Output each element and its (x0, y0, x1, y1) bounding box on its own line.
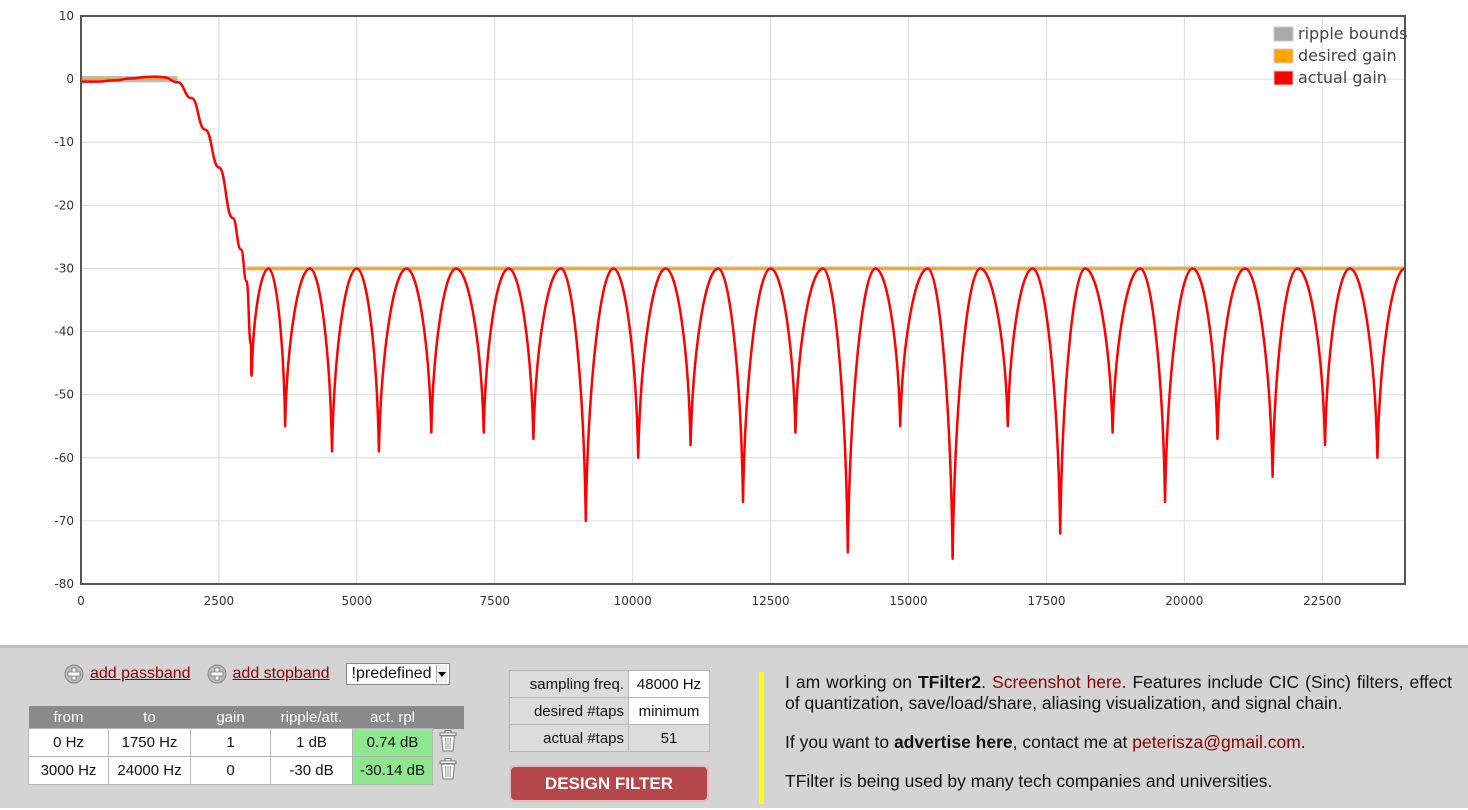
bands-header-row: from to gain ripple/att. act. rpl (28, 706, 464, 729)
col-from: from (28, 706, 109, 729)
x-tick-label: 0 (77, 594, 85, 608)
plot-frame (80, 15, 1406, 585)
band-act-rpl-cell: 0.74 dB (352, 728, 433, 757)
y-tick-label: -50 (54, 388, 74, 402)
band-from-cell[interactable]: 0 Hz (28, 728, 109, 757)
actual-taps-label: actual #taps (509, 724, 629, 752)
add-stopband-link[interactable]: add stopband (232, 665, 330, 682)
filter-params-table: sampling freq. 48000 Hz desired #taps mi… (509, 670, 710, 752)
desired-taps-input[interactable]: minimum (628, 697, 710, 725)
sampling-freq-label: sampling freq. (509, 670, 629, 698)
y-tick-label: -40 (54, 325, 74, 339)
actual-taps-row: actual #taps 51 (509, 724, 710, 752)
sampling-freq-input[interactable]: 48000 Hz (628, 670, 710, 698)
x-tick-label: 2500 (204, 594, 235, 608)
band-ripple-cell[interactable]: -30 dB (270, 756, 353, 785)
desired-taps-label: desired #taps (509, 697, 629, 725)
band-ripple-cell[interactable]: 1 dB (270, 728, 353, 757)
x-tick-label: 15000 (889, 594, 927, 608)
email-link[interactable]: peterisza@gmail.com (1132, 732, 1301, 752)
predefined-select-value: !predefined (351, 665, 432, 682)
col-delete (432, 706, 464, 729)
x-tick-label: 22500 (1303, 594, 1341, 608)
info-text: I am working on TFilter2. Screenshot her… (785, 672, 1452, 810)
info-text-span: If you want to (785, 732, 894, 752)
info-text-span: Features include CIC (Sinc) filters, eff… (785, 672, 1452, 713)
info-text-span: . (981, 672, 993, 692)
band-act-rpl-cell: -30.14 dB (352, 756, 433, 785)
add-stopband-icon[interactable] (207, 664, 227, 684)
legend-swatch (1273, 70, 1294, 86)
y-tick-label: -80 (54, 577, 74, 591)
desired-gain-series (81, 78, 1405, 270)
bands-table: from to gain ripple/att. act. rpl 0 Hz 1… (28, 706, 464, 785)
desired-taps-row: desired #taps minimum (509, 697, 710, 725)
band-to-cell[interactable]: 1750 Hz (108, 728, 191, 757)
ripple-bounds-series (81, 75, 1405, 271)
y-tick-label: -30 (54, 261, 74, 275)
table-row: 3000 Hz 24000 Hz 0 -30 dB -30.14 dB (28, 756, 464, 785)
col-gain: gain (190, 706, 271, 729)
trash-icon[interactable] (432, 728, 464, 757)
y-tick-label: -10 (54, 135, 74, 149)
info-paragraph-tfilter2: I am working on TFilter2. Screenshot her… (785, 672, 1452, 714)
col-ripple: ripple/att. (270, 706, 353, 729)
add-passband-icon[interactable] (64, 664, 84, 684)
y-tick-label: 0 (66, 72, 74, 86)
info-text-span: , contact me at (1012, 732, 1133, 752)
actual-taps-value: 51 (628, 724, 710, 752)
band-gain-cell[interactable]: 0 (190, 756, 271, 785)
band-to-cell[interactable]: 24000 Hz (108, 756, 191, 785)
chevron-down-icon[interactable] (435, 665, 447, 683)
col-act-rpl: act. rpl (352, 706, 433, 729)
x-tick-label: 17500 (1027, 594, 1065, 608)
legend-label: ripple bounds (1298, 24, 1407, 43)
frequency-response-chart: 10 0 -10 -20 -30 -40 -50 -60 -70 -80 0 2500 5000 750… (54, 9, 1407, 608)
advertise-text: advertise here (893, 732, 1013, 752)
x-axis-ticks: 0 2500 5000 7500 10000 12500 15000 17500 20000 22… (77, 594, 1341, 608)
y-tick-label: -20 (54, 198, 74, 212)
band-gain-cell[interactable]: 1 (190, 728, 271, 757)
trash-icon[interactable] (432, 756, 464, 785)
info-divider (759, 672, 764, 804)
y-tick-label: -70 (54, 514, 74, 528)
band-toolbar: add passband add stopband !predefined (64, 663, 450, 685)
info-text-span: . (1300, 732, 1306, 752)
actual-gain-line (80, 75, 1406, 561)
x-tick-label: 10000 (614, 594, 652, 608)
legend-swatch (1273, 48, 1294, 64)
sampling-row: sampling freq. 48000 Hz (509, 670, 710, 698)
x-tick-label: 12500 (751, 594, 789, 608)
predefined-select[interactable]: !predefined (345, 663, 450, 685)
y-tick-label: -60 (54, 451, 74, 465)
design-filter-button[interactable]: DESIGN FILTER (509, 765, 709, 802)
legend-label: actual gain (1298, 68, 1387, 87)
info-paragraph-usage: TFilter is being used by many tech compa… (785, 771, 1273, 791)
table-row: 0 Hz 1750 Hz 1 1 dB 0.74 dB (28, 728, 464, 757)
y-tick-label: 10 (59, 9, 74, 23)
legend-label: desired gain (1298, 46, 1397, 65)
info-paragraph-advertise: If you want to advertise here, contact m… (785, 732, 1452, 753)
x-tick-label: 20000 (1165, 594, 1203, 608)
y-axis-ticks: 10 0 -10 -20 -30 -40 -50 -60 -70 -80 (54, 9, 74, 591)
legend-swatch (1273, 26, 1294, 42)
add-passband-link[interactable]: add passband (90, 665, 191, 682)
band-from-cell[interactable]: 3000 Hz (28, 756, 109, 785)
col-to: to (108, 706, 191, 729)
tfilter2-name: TFilter2 (917, 672, 982, 692)
chart-legend: ripple bounds desired gain actual gain (1273, 24, 1407, 87)
screenshot-link[interactable]: Screenshot here. (992, 672, 1127, 692)
info-text-span: I am working on (785, 672, 918, 692)
x-tick-label: 5000 (342, 594, 373, 608)
x-tick-label: 7500 (479, 594, 510, 608)
